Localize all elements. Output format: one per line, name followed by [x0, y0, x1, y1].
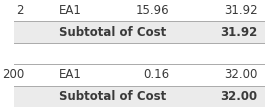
Text: 31.92: 31.92 [220, 26, 258, 39]
Text: EA1: EA1 [59, 68, 82, 81]
Text: 2: 2 [17, 4, 24, 17]
Text: 200: 200 [2, 68, 24, 81]
Text: 32.00: 32.00 [220, 90, 258, 103]
FancyBboxPatch shape [14, 21, 265, 43]
Text: EA1: EA1 [59, 4, 82, 17]
Text: 31.92: 31.92 [224, 4, 258, 17]
Text: Subtotal of Cost: Subtotal of Cost [59, 90, 166, 103]
Text: 0.16: 0.16 [144, 68, 170, 81]
Text: Subtotal of Cost: Subtotal of Cost [59, 26, 166, 39]
Text: 15.96: 15.96 [136, 4, 170, 17]
Text: 32.00: 32.00 [224, 68, 258, 81]
FancyBboxPatch shape [14, 86, 265, 107]
